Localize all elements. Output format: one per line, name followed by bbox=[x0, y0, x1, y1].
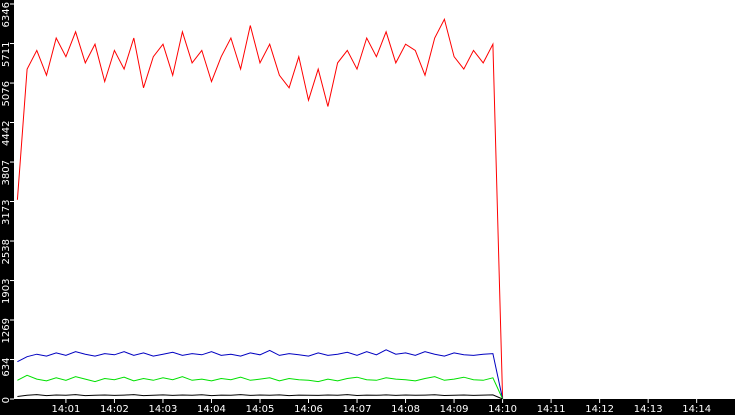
y-tick-label: 0 bbox=[1, 397, 12, 403]
x-tick-label: 14:01 bbox=[52, 404, 81, 415]
series-line bbox=[16, 17, 504, 400]
x-tick-label: 14:13 bbox=[634, 404, 663, 415]
series-line bbox=[17, 394, 503, 400]
y-tick-label: 4442 bbox=[1, 121, 12, 146]
x-tick-label: 14:09 bbox=[440, 404, 469, 415]
y-tick-label: 1903 bbox=[1, 279, 12, 304]
x-tick-label: 14:08 bbox=[391, 404, 420, 415]
y-tick-label: 3173 bbox=[1, 200, 12, 225]
x-tick-label: 14:03 bbox=[149, 404, 178, 415]
y-tick-label: 2538 bbox=[1, 239, 12, 264]
x-tick-label: 14:11 bbox=[537, 404, 566, 415]
y-tick-label: 634 bbox=[1, 358, 12, 377]
x-tick-label: 14:04 bbox=[197, 404, 226, 415]
x-tick-label: 14:14 bbox=[682, 404, 711, 415]
y-tick-label: 5711 bbox=[1, 42, 12, 67]
y-tick-label: 5076 bbox=[1, 81, 12, 106]
y-tick-label: 3807 bbox=[1, 160, 12, 185]
x-tick-label: 14:12 bbox=[585, 404, 614, 415]
x-tick-label: 14:02 bbox=[100, 404, 129, 415]
y-tick-label: 1269 bbox=[1, 318, 12, 343]
x-tick-label: 14:05 bbox=[246, 404, 275, 415]
y-axis-strip bbox=[0, 0, 14, 415]
series-line bbox=[17, 349, 504, 400]
x-tick-label: 14:06 bbox=[294, 404, 323, 415]
x-tick-label: 14:07 bbox=[343, 404, 372, 415]
y-tick-label: 6346 bbox=[1, 2, 12, 27]
x-tick-label: 14:10 bbox=[488, 404, 517, 415]
series-line bbox=[17, 374, 504, 400]
